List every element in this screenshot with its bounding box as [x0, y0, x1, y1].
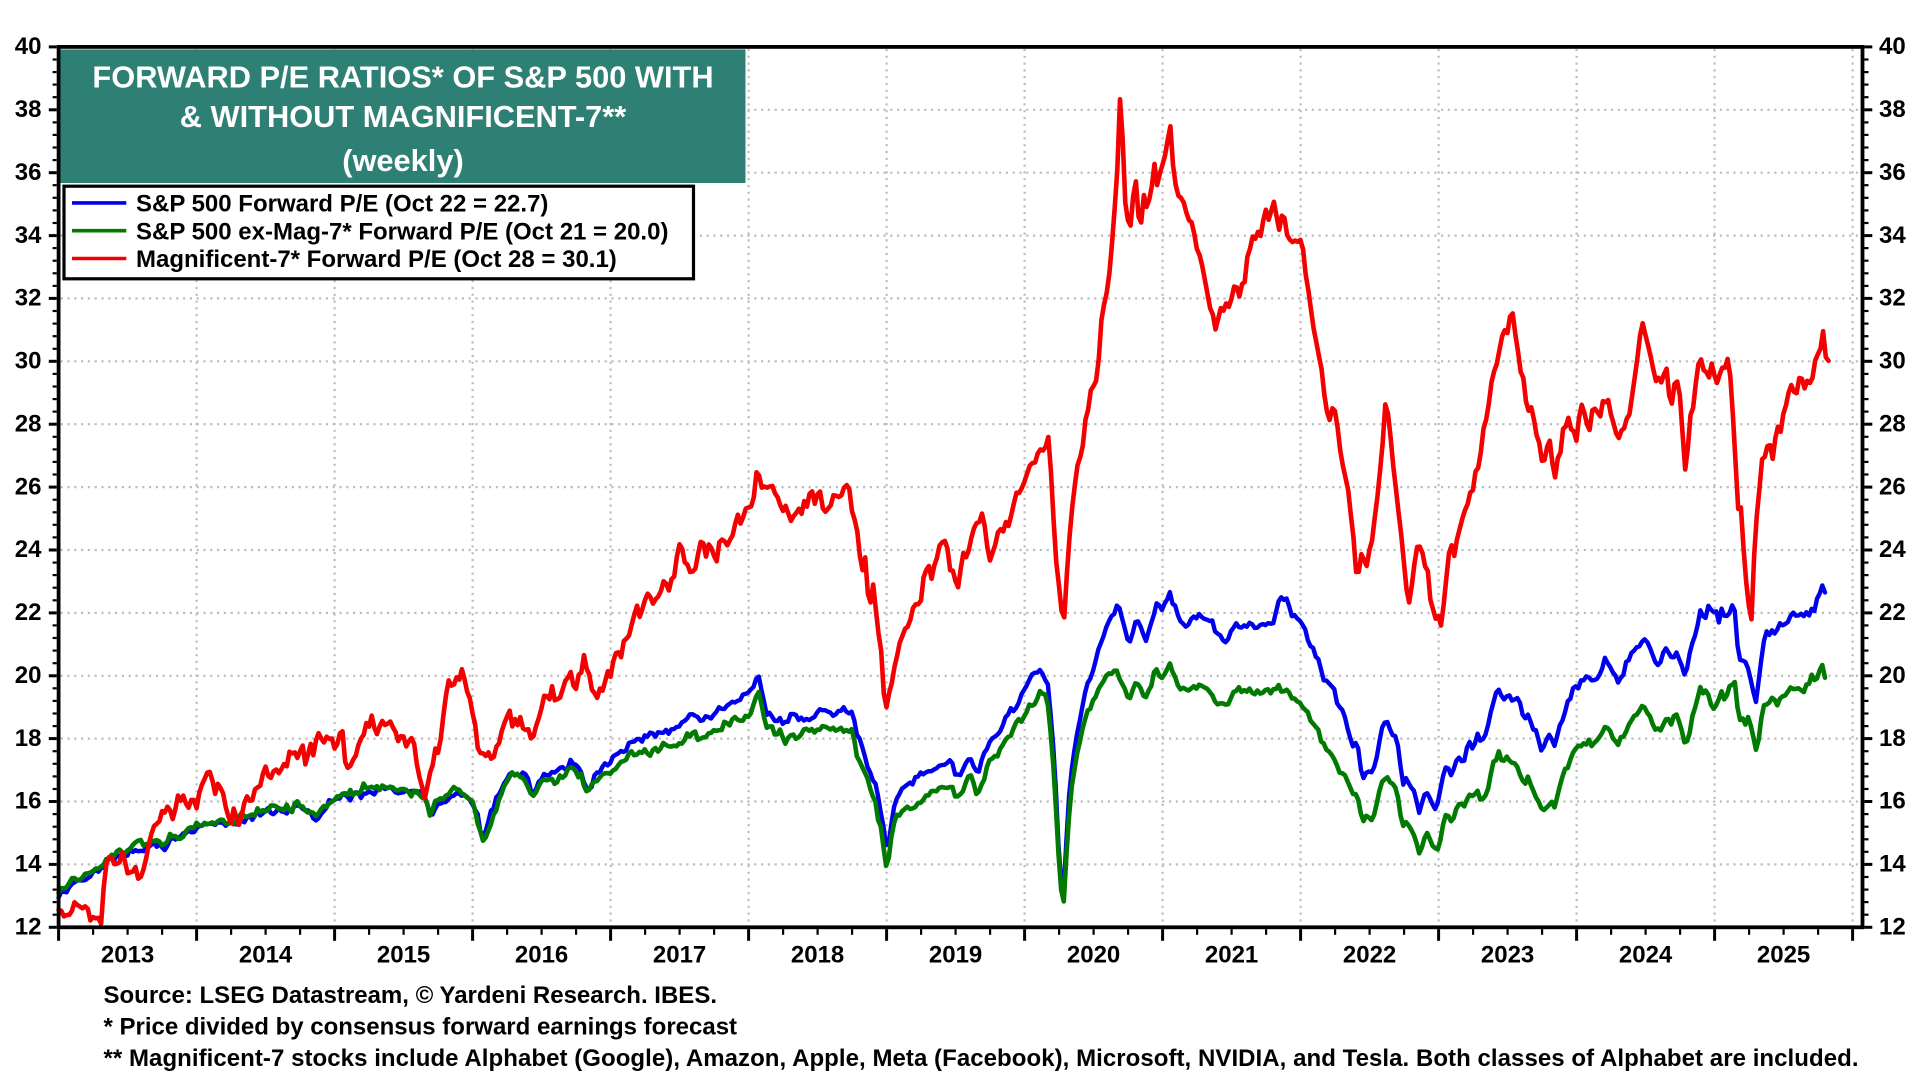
- svg-text:30: 30: [1879, 348, 1906, 375]
- svg-text:26: 26: [15, 473, 42, 500]
- svg-text:34: 34: [1879, 222, 1906, 249]
- svg-text:30: 30: [15, 348, 42, 375]
- svg-text:24: 24: [1879, 536, 1906, 563]
- svg-text:2020: 2020: [1067, 942, 1120, 969]
- svg-text:20: 20: [15, 662, 42, 689]
- svg-text:40: 40: [1879, 33, 1906, 60]
- svg-text:* Price divided by consensus f: * Price divided by consensus forward ear…: [104, 1014, 738, 1041]
- svg-text:& WITHOUT MAGNIFICENT-7**: & WITHOUT MAGNIFICENT-7**: [180, 99, 627, 134]
- svg-text:2025: 2025: [1757, 942, 1810, 969]
- svg-text:2016: 2016: [515, 942, 568, 969]
- svg-text:20: 20: [1879, 662, 1906, 689]
- svg-text:2019: 2019: [929, 942, 982, 969]
- svg-text:FORWARD P/E RATIOS* OF S&P 500: FORWARD P/E RATIOS* OF S&P 500 WITH: [92, 60, 713, 95]
- svg-text:2021: 2021: [1205, 942, 1258, 969]
- svg-text:S&P 500 ex-Mag-7* Forward P/E: S&P 500 ex-Mag-7* Forward P/E (Oct 21 = …: [136, 218, 668, 245]
- svg-text:2022: 2022: [1343, 942, 1396, 969]
- svg-text:36: 36: [1879, 159, 1906, 186]
- svg-text:16: 16: [15, 788, 42, 815]
- svg-text:34: 34: [15, 222, 42, 249]
- svg-text:24: 24: [15, 536, 42, 563]
- svg-text:40: 40: [15, 33, 42, 60]
- svg-text:18: 18: [15, 725, 42, 752]
- svg-text:2014: 2014: [239, 942, 293, 969]
- svg-text:12: 12: [1879, 914, 1906, 941]
- svg-text:28: 28: [15, 410, 42, 437]
- svg-text:Source: LSEG Datastream, © Yar: Source: LSEG Datastream, © Yardeni Resea…: [104, 982, 718, 1009]
- svg-text:(weekly): (weekly): [342, 143, 464, 178]
- svg-text:2018: 2018: [791, 942, 844, 969]
- svg-text:2013: 2013: [101, 942, 154, 969]
- svg-text:2015: 2015: [377, 942, 430, 969]
- svg-text:2023: 2023: [1481, 942, 1534, 969]
- svg-text:38: 38: [15, 96, 42, 123]
- svg-text:26: 26: [1879, 473, 1906, 500]
- svg-text:22: 22: [15, 599, 42, 626]
- svg-text:32: 32: [1879, 285, 1906, 312]
- svg-text:S&P 500 Forward P/E (Oct 22 =: S&P 500 Forward P/E (Oct 22 = 22.7): [136, 191, 548, 218]
- svg-text:28: 28: [1879, 410, 1906, 437]
- svg-text:38: 38: [1879, 96, 1906, 123]
- svg-text:14: 14: [15, 851, 42, 878]
- svg-text:32: 32: [15, 285, 42, 312]
- svg-text:14: 14: [1879, 851, 1906, 878]
- svg-text:2017: 2017: [653, 942, 706, 969]
- svg-text:16: 16: [1879, 788, 1906, 815]
- svg-text:** Magnificent-7 stocks includ: ** Magnificent-7 stocks include Alphabet…: [104, 1045, 1859, 1072]
- svg-text:2024: 2024: [1619, 942, 1673, 969]
- svg-text:12: 12: [15, 914, 42, 941]
- svg-text:36: 36: [15, 159, 42, 186]
- svg-text:Magnificent-7* Forward P/E (Oc: Magnificent-7* Forward P/E (Oct 28 = 30.…: [136, 246, 617, 273]
- svg-text:18: 18: [1879, 725, 1906, 752]
- svg-text:22: 22: [1879, 599, 1906, 626]
